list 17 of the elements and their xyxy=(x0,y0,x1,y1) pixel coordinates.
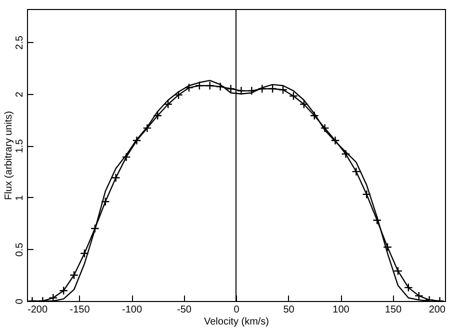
y-tick-label: 2.5 xyxy=(14,35,26,50)
x-tick-label: -100 xyxy=(122,304,142,316)
x-tick-label: -150 xyxy=(70,304,90,316)
x-tick-label: 150 xyxy=(384,304,402,316)
x-tick-label: -200 xyxy=(28,304,48,316)
y-tick-label: 0.5 xyxy=(14,242,26,257)
y-tick-label: 1 xyxy=(14,194,26,201)
x-tick-label: 200 xyxy=(428,304,446,316)
x-axis-title: Velocity (km/s) xyxy=(204,316,270,328)
y-tick-label: 2 xyxy=(14,91,26,98)
y-axis-title: Flux (arbitrary units) xyxy=(4,111,14,200)
x-tick-label: 100 xyxy=(332,304,350,316)
y-tick-label: 0 xyxy=(14,298,26,304)
x-tick-label: -50 xyxy=(177,304,192,316)
x-tick-label: 50 xyxy=(283,304,295,316)
x-tick-label: 0 xyxy=(234,304,240,316)
y-tick-label: 1.5 xyxy=(14,138,26,154)
